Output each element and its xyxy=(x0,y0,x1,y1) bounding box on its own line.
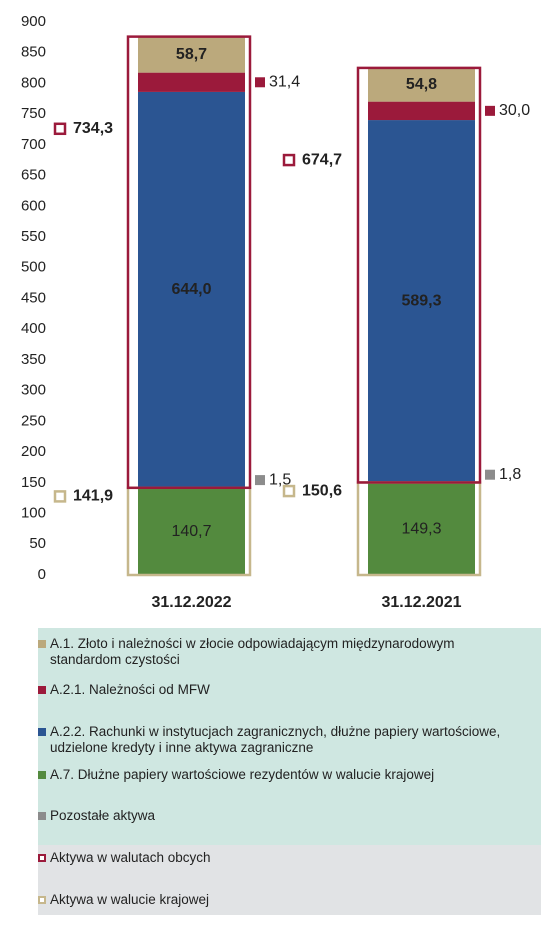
data-label: 54,8 xyxy=(406,76,437,93)
label-marker xyxy=(53,122,67,136)
bar-segment xyxy=(138,488,245,575)
y-tick-label: 550 xyxy=(21,228,46,245)
data-label: 674,7 xyxy=(302,151,342,168)
legend-item: A.1. Złoto i należności w złocie odpowia… xyxy=(38,636,520,668)
y-tick-label: 250 xyxy=(21,412,46,429)
y-tick-label: 700 xyxy=(21,136,46,153)
y-tick-label: 300 xyxy=(21,382,46,399)
legend-swatch xyxy=(38,854,46,862)
data-label: 589,3 xyxy=(401,292,441,309)
legend-swatch xyxy=(38,896,46,904)
legend-swatch xyxy=(38,640,46,648)
legend-item: A.2.1. Należności od MFW xyxy=(38,682,520,698)
data-label: 140,7 xyxy=(171,523,211,540)
y-tick-label: 850 xyxy=(21,44,46,61)
y-tick-label: 600 xyxy=(21,197,46,214)
label-marker xyxy=(53,490,67,503)
legend-swatch xyxy=(38,686,46,694)
y-tick-label: 50 xyxy=(29,535,46,552)
data-label: 58,7 xyxy=(176,46,207,63)
bar-segment xyxy=(138,72,245,92)
label-marker xyxy=(485,105,495,116)
data-label: 734,3 xyxy=(73,120,113,137)
data-label: 30,0 xyxy=(499,102,530,119)
legend-swatch xyxy=(38,771,46,779)
legend-background xyxy=(38,628,541,845)
bar-segment xyxy=(138,91,245,488)
legend: A.1. Złoto i należności w złocie odpowia… xyxy=(38,628,541,915)
legend-label: A.2.2. Rachunki w instytucjach zagranicz… xyxy=(50,724,501,755)
legend-item: Aktywa w walucie krajowej xyxy=(38,892,520,908)
data-label: 1,8 xyxy=(499,466,521,483)
legend-item: A.7. Dłużne papiery wartościowe rezydent… xyxy=(38,767,520,783)
x-tick-label: 31.12.2021 xyxy=(381,594,461,611)
data-label: 150,6 xyxy=(302,482,342,499)
legend-item: Pozostałe aktywa xyxy=(38,808,520,824)
label-marker xyxy=(282,153,296,167)
y-tick-label: 450 xyxy=(21,289,46,306)
label-marker xyxy=(255,77,265,88)
legend-item: Aktywa w walutach obcych xyxy=(38,850,520,866)
legend-label: A.1. Złoto i należności w złocie odpowia… xyxy=(50,636,455,667)
y-tick-label: 400 xyxy=(21,320,46,337)
y-tick-label: 750 xyxy=(21,105,46,122)
bar-segment xyxy=(368,483,475,575)
legend-background xyxy=(38,845,541,915)
bar-segment xyxy=(368,101,475,121)
y-tick-label: 650 xyxy=(21,167,46,184)
data-label: 31,4 xyxy=(269,73,300,90)
outline-box xyxy=(356,66,482,484)
y-tick-label: 0 xyxy=(38,566,46,583)
y-tick-label: 100 xyxy=(21,505,46,522)
legend-item: A.2.2. Rachunki w instytucjach zagranicz… xyxy=(38,724,520,756)
y-tick-label: 800 xyxy=(21,74,46,91)
y-tick-label: 900 xyxy=(21,13,46,30)
bar-segment xyxy=(138,36,245,73)
y-tick-label: 200 xyxy=(21,443,46,460)
legend-label: Pozostałe aktywa xyxy=(50,808,156,823)
y-tick-label: 500 xyxy=(21,259,46,276)
label-marker xyxy=(255,475,265,486)
legend-label: Aktywa w walucie krajowej xyxy=(50,892,210,907)
label-marker xyxy=(282,484,296,498)
label-marker xyxy=(485,469,495,480)
legend-label: Aktywa w walutach obcych xyxy=(50,850,211,865)
bar-segment xyxy=(368,120,475,483)
legend-label: A.2.1. Należności od MFW xyxy=(50,682,210,697)
data-label: 1,5 xyxy=(269,471,291,488)
data-label: 644,0 xyxy=(171,281,211,298)
data-label: 141,9 xyxy=(73,488,113,505)
legend-label: A.7. Dłużne papiery wartościowe rezydent… xyxy=(50,767,435,782)
data-label: 149,3 xyxy=(401,520,441,537)
x-tick-label: 31.12.2022 xyxy=(151,594,231,611)
legend-swatch xyxy=(38,812,46,820)
chart: 0 50 100 150 200 250 300 350 400 450 500 550 600 650 7… xyxy=(21,13,530,611)
bar-segment xyxy=(368,67,475,102)
legend-swatch xyxy=(38,728,46,736)
y-tick-label: 350 xyxy=(21,351,46,368)
outline-box xyxy=(126,35,252,490)
y-tick-label: 150 xyxy=(21,474,46,491)
